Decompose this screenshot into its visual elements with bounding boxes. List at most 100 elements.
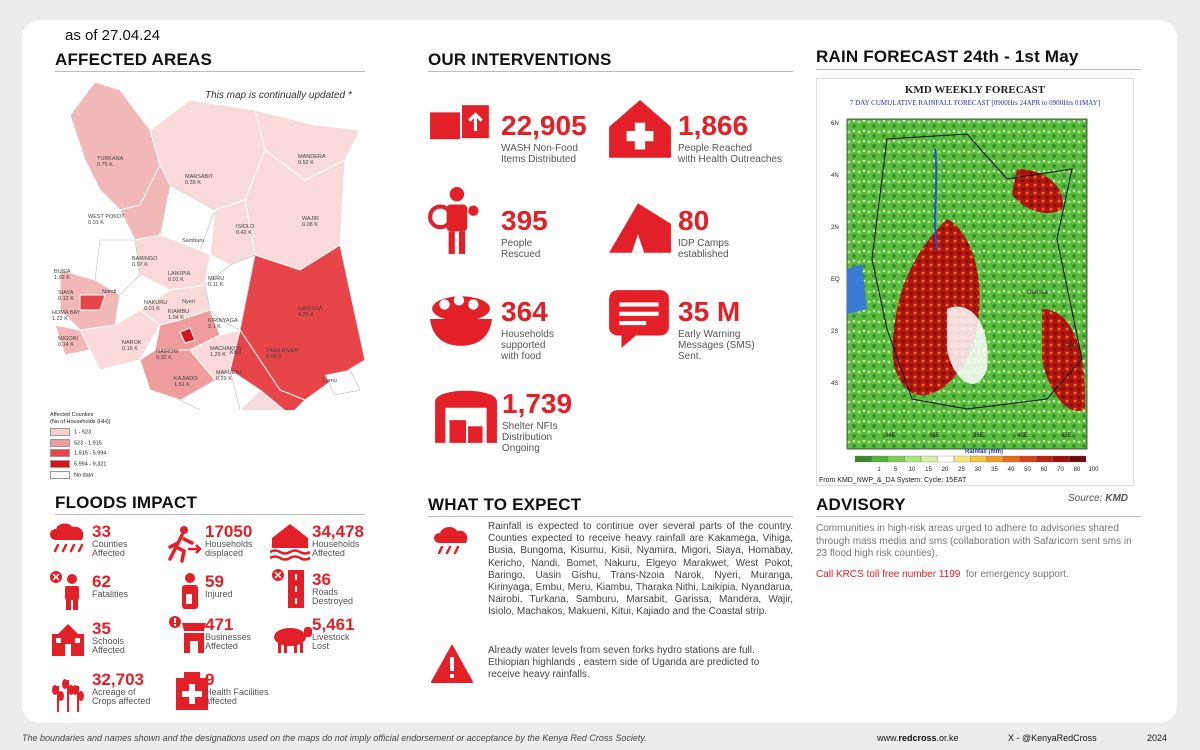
scale-swatch bbox=[1019, 455, 1037, 463]
website-link[interactable]: www.redcross.or.ke bbox=[877, 733, 959, 743]
map-label-nairobi: NAIROBI bbox=[156, 349, 179, 355]
heavy-rain-area-coast bbox=[1042, 309, 1086, 411]
map-value: 0.01 K bbox=[168, 277, 184, 283]
legend-label: 1,915 - 5,994 bbox=[74, 450, 107, 457]
lake-victoria bbox=[847, 264, 867, 314]
flood-impact-stat: 17050 Households displaced bbox=[205, 523, 253, 559]
x-handle-link[interactable]: X - @KenyaRedCross bbox=[1008, 733, 1097, 743]
legend-swatch bbox=[50, 460, 70, 469]
intervention-label: Items Distributed bbox=[501, 154, 577, 165]
advisory-text: Communities in high-risk areas urged to … bbox=[816, 523, 1132, 559]
map-label-nyeri: Nyeri bbox=[182, 299, 195, 305]
map-value: 1.29 K bbox=[210, 352, 226, 358]
legend-label: No data bbox=[74, 472, 94, 479]
lon-tick: 36E bbox=[929, 433, 940, 439]
divider bbox=[816, 516, 1141, 517]
impact-label: Schools bbox=[92, 636, 125, 646]
intervention-label: IDP Camps bbox=[678, 238, 729, 249]
map-label-kirinyaga: KIRINYAGA bbox=[208, 318, 238, 324]
map-label-kajiado: KAJIADO bbox=[174, 376, 198, 382]
scale-swatch bbox=[970, 455, 988, 463]
forecast-heading: RAIN FORECAST 24th - 1st May bbox=[816, 47, 1079, 66]
intervention-stat: 1,739 Shelter NFIs Distribution Ongoing bbox=[502, 390, 572, 455]
map-value: 0.39 K bbox=[185, 180, 201, 186]
intervention-label: Early Warning bbox=[678, 329, 741, 340]
map-label-narok: NAROK bbox=[122, 340, 142, 346]
scale-tick: 15 bbox=[925, 467, 932, 473]
map-value: 0.11 K bbox=[208, 282, 224, 288]
intervention-label: established bbox=[678, 249, 729, 260]
map-label-turkana: TURKANA bbox=[97, 156, 124, 162]
intervention-label: supported bbox=[501, 340, 546, 351]
scale-swatch bbox=[1003, 455, 1021, 463]
intervention-value: 22,905 bbox=[501, 110, 587, 141]
impact-label: Affected bbox=[205, 641, 238, 652]
scale-swatch bbox=[854, 455, 872, 463]
impact-label: Affected bbox=[312, 548, 345, 559]
legend-item: 5,994 - 9,321 bbox=[50, 460, 111, 469]
lat-tick: EQ bbox=[831, 277, 840, 283]
rainfall-scale-title: Rainfall (mm) bbox=[965, 449, 1003, 455]
scale-tick: 100 bbox=[1088, 467, 1099, 473]
intervention-label: Distribution bbox=[502, 432, 553, 443]
intervention-label: Ongoing bbox=[502, 443, 540, 454]
business-icon bbox=[169, 616, 206, 653]
impact-label: Injured bbox=[205, 589, 233, 599]
map-label-lamu: Lamu bbox=[323, 378, 337, 384]
affected-areas-heading: AFFECTED AREAS bbox=[55, 50, 213, 69]
intervention-label: People bbox=[501, 238, 533, 249]
map-label-isiolo: ISIOLO bbox=[236, 224, 255, 230]
flood-impact-stat: 35 Schools Affected bbox=[92, 620, 125, 656]
scale-tick: 35 bbox=[991, 467, 998, 473]
intervention-stat: 22,905 WASH Non-Food Items Distributed bbox=[501, 110, 587, 166]
scale-tick: 70 bbox=[1057, 467, 1064, 473]
toll-free-number: Call KRCS toll free number 1199 bbox=[816, 569, 961, 580]
intervention-stat: 1,866 People Reached with Health Outreache… bbox=[678, 112, 782, 166]
site-prefix: www. bbox=[877, 733, 899, 743]
scale-swatch bbox=[1069, 455, 1087, 463]
lat-tick: 4S bbox=[831, 381, 838, 387]
map-label-machakos: MACHAKOS bbox=[210, 346, 242, 352]
scale-tick: 5 bbox=[894, 467, 898, 473]
forecast-place-garissa: Garissa bbox=[1027, 290, 1048, 296]
expect-paragraph-water-levels: Already water levels from seven forks hy… bbox=[488, 645, 760, 681]
intervention-value: 395 bbox=[501, 205, 548, 236]
map-label-laikipia: LAIKIPIA bbox=[168, 271, 191, 277]
health-facility-icon bbox=[176, 672, 208, 710]
lon-tick: 42E bbox=[1061, 433, 1072, 439]
lon-tick: 34E bbox=[885, 433, 896, 439]
intervention-label: with Health Outreaches bbox=[678, 154, 782, 165]
advisory-heading: ADVISORY bbox=[816, 495, 906, 514]
map-value: 0.1 K bbox=[208, 324, 221, 330]
forecast-subtitle: 7 DAY CUMULATIVE RAINFALL FORECAST [0900… bbox=[849, 99, 1101, 107]
divider bbox=[816, 69, 1141, 70]
map-label-kiambu: KIAMBU bbox=[168, 309, 189, 315]
impact-label: Households bbox=[312, 539, 360, 549]
scale-tick: 30 bbox=[975, 467, 982, 473]
legend-label: 1 - 523 bbox=[74, 429, 92, 436]
divider bbox=[428, 71, 793, 72]
legend-swatch bbox=[50, 438, 70, 447]
impact-value: 34,478 bbox=[312, 522, 364, 541]
map-value: 1.22 K bbox=[52, 316, 68, 322]
scale-tick: 80 bbox=[1074, 467, 1081, 473]
map-value: 4.25 K bbox=[298, 312, 314, 318]
rain-cloud-icon bbox=[434, 527, 468, 555]
displaced-person-icon bbox=[168, 526, 202, 563]
lat-tick: 6N bbox=[831, 121, 839, 127]
year: 2024 bbox=[1147, 733, 1168, 743]
lake-turkana bbox=[934, 148, 938, 250]
map-value: 9.32 K bbox=[156, 355, 172, 361]
impact-label: Destroyed bbox=[312, 596, 354, 607]
message-icon bbox=[609, 290, 669, 348]
divider bbox=[55, 71, 365, 72]
lat-tick: 2N bbox=[831, 225, 839, 231]
map-value: 0.01 K bbox=[144, 306, 160, 312]
flood-impact-stat: 471 Businesses Affected bbox=[205, 616, 251, 652]
map-label-mandera: MANDERA bbox=[298, 154, 326, 160]
scale-swatch bbox=[871, 455, 889, 463]
intervention-label: People Reached bbox=[678, 143, 752, 154]
site-name: redcross bbox=[898, 733, 937, 743]
intervention-label: Rescued bbox=[501, 249, 541, 260]
